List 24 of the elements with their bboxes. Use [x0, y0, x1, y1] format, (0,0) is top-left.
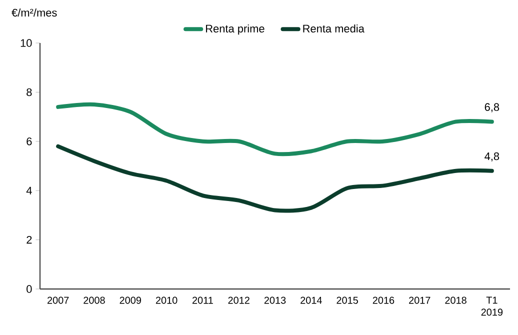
x-tick-label: 2014 [300, 296, 322, 304]
x-tick-label: 2010 [156, 296, 178, 304]
legend-label: Renta media [303, 24, 364, 33]
y-tick-label: 2 [26, 236, 32, 244]
x-tick-label: 2009 [120, 296, 142, 304]
x-tick-label: 2011 [192, 296, 213, 304]
y-tick-label: 0 [26, 285, 32, 293]
x-tick-label: 2018 [445, 296, 466, 304]
data-label: 4,8 [484, 152, 500, 162]
y-tick-label: 10 [20, 39, 32, 47]
y-tick-label: 8 [26, 88, 32, 96]
y-axis-title: €/m²/mes [12, 8, 57, 17]
x-tick-label: 2015 [336, 296, 358, 304]
x-tick-label: 2016 [372, 296, 394, 304]
x-tick-label: T1 2019 [481, 296, 503, 316]
legend-label: Renta prime [206, 24, 264, 35]
x-tick-label: 2012 [228, 296, 250, 304]
x-tick-label: 2017 [409, 296, 430, 304]
y-tick-label: 6 [26, 138, 32, 146]
x-tick-label: 2008 [84, 296, 105, 304]
data-label: 6,8 [484, 103, 500, 112]
y-tick-label: 4 [26, 186, 32, 194]
x-tick-label: 2013 [264, 296, 286, 304]
x-tick-label: 2007 [48, 296, 69, 304]
